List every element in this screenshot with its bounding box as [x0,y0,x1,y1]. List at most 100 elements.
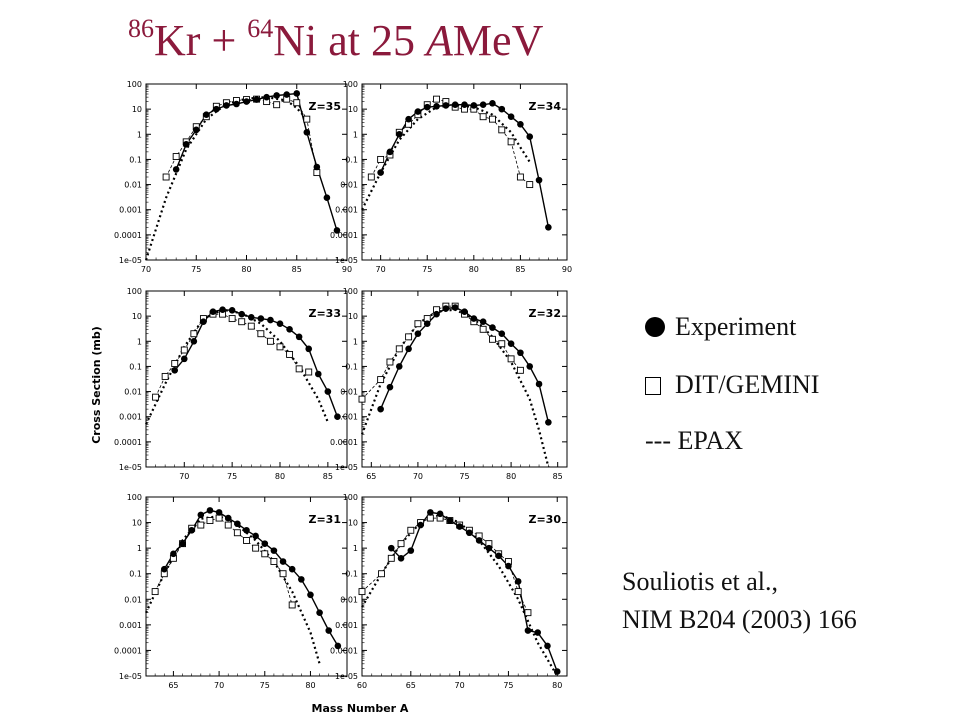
x-tick-label: 70 [455,681,465,690]
experiment-point [386,383,394,391]
dit-gemini-point [295,365,303,373]
experiment-point [238,310,246,318]
y-tick-label: 0.001 [119,621,142,630]
x-tick-label: 80 [506,472,516,481]
experiment-point [243,526,250,534]
x-tick-label: 80 [552,681,562,690]
y-tick-label: 1e-05 [119,672,142,681]
experiment-point [190,337,198,345]
experiment-point [223,102,230,109]
x-axis-label: Mass Number A [312,702,409,715]
experiment-point [405,345,412,353]
experiment-point [303,128,311,136]
y-tick-label: 0.0001 [330,438,358,447]
dit-gemini-point [162,173,170,181]
y-tick-label: 0.01 [340,181,358,190]
experiment-point [172,166,180,173]
experiment-point [228,307,236,314]
experiment-point [405,115,412,123]
dit-gemini-point [303,115,311,123]
experiment-point [263,93,270,101]
dit-gemini-line [165,98,318,178]
experiment-point [233,100,240,108]
epax-curve [144,95,308,261]
dit-gemini-point [252,544,260,552]
experiment-point [197,511,205,519]
dit-gemini-point [206,517,214,524]
y-tick-label: 10 [348,312,358,321]
dit-gemini-point [507,355,515,363]
dit-gemini-point [358,395,366,403]
y-tick-label: 100 [343,287,358,296]
panel-z-label: Z=35 [308,100,341,113]
experiment-point [206,507,214,514]
experiment-point [316,609,323,616]
y-tick-label: 100 [343,80,358,89]
y-tick-label: 100 [127,287,142,296]
x-tick-label: 70 [141,265,151,274]
dit-gemini-point [433,95,440,103]
experiment-point [446,517,454,524]
experiment-point [498,105,506,113]
dashed-line-icon: --- [645,426,671,455]
panel-frame [145,290,348,468]
epax-curve [361,513,559,677]
dit-gemini-point [397,540,405,548]
x-tick-label: 85 [515,265,525,274]
experiment-point [288,565,296,573]
experiment-point [171,367,179,374]
experiment-line [390,511,558,672]
y-tick-label: 0.0001 [114,231,142,240]
experiment-point [180,355,188,363]
dit-gemini-point [190,330,198,338]
experiment-point [377,405,384,413]
experiment-point [397,555,405,562]
experiment-point [276,320,284,328]
dit-gemini-point [152,393,160,401]
dit-gemini-point [524,609,532,617]
experiment-point [215,509,223,516]
y-tick-label: 0.1 [129,155,142,164]
y-tick-label: 0.001 [119,206,142,215]
experiment-point [423,103,431,111]
experiment-point [261,540,269,547]
y-axis-label: Cross Section (mb) [90,326,103,444]
experiment-point [243,98,250,105]
experiment-point [427,509,434,516]
y-tick-label: 10 [132,105,142,114]
dit-gemini-point [288,601,296,609]
experiment-point [466,529,473,537]
x-tick-label: 85 [292,265,302,274]
experiment-point [517,120,524,128]
y-tick-label: 1e-05 [335,463,358,472]
experiment-point [219,306,226,314]
open-square-icon [645,377,661,395]
panel-z-label: Z=31 [308,513,341,526]
y-tick-label: 0.01 [124,181,142,190]
experiment-point [524,627,532,634]
experiment-point [313,163,321,171]
experiment-point [305,345,313,353]
legend-epax: --- EPAX [645,426,743,455]
panel-frame [361,496,568,677]
experiment-point [170,550,177,558]
y-tick-label: 0.1 [129,362,142,371]
experiment-point [283,91,291,98]
dit-gemini-point [405,333,413,341]
x-tick-label: 80 [275,472,285,481]
dit-gemini-point [261,550,269,558]
experiment-point [179,540,186,547]
experiment-point [489,100,496,107]
experiment-line [379,306,550,423]
experiment-point [461,101,468,109]
panel-z-label: Z=34 [528,100,561,113]
experiment-point [423,320,431,328]
experiment-point [298,576,305,583]
y-tick-label: 0.0001 [330,231,358,240]
experiment-point [324,388,332,395]
experiment-point [495,552,502,560]
x-tick-label: 90 [562,265,572,274]
experiment-point [479,318,487,326]
